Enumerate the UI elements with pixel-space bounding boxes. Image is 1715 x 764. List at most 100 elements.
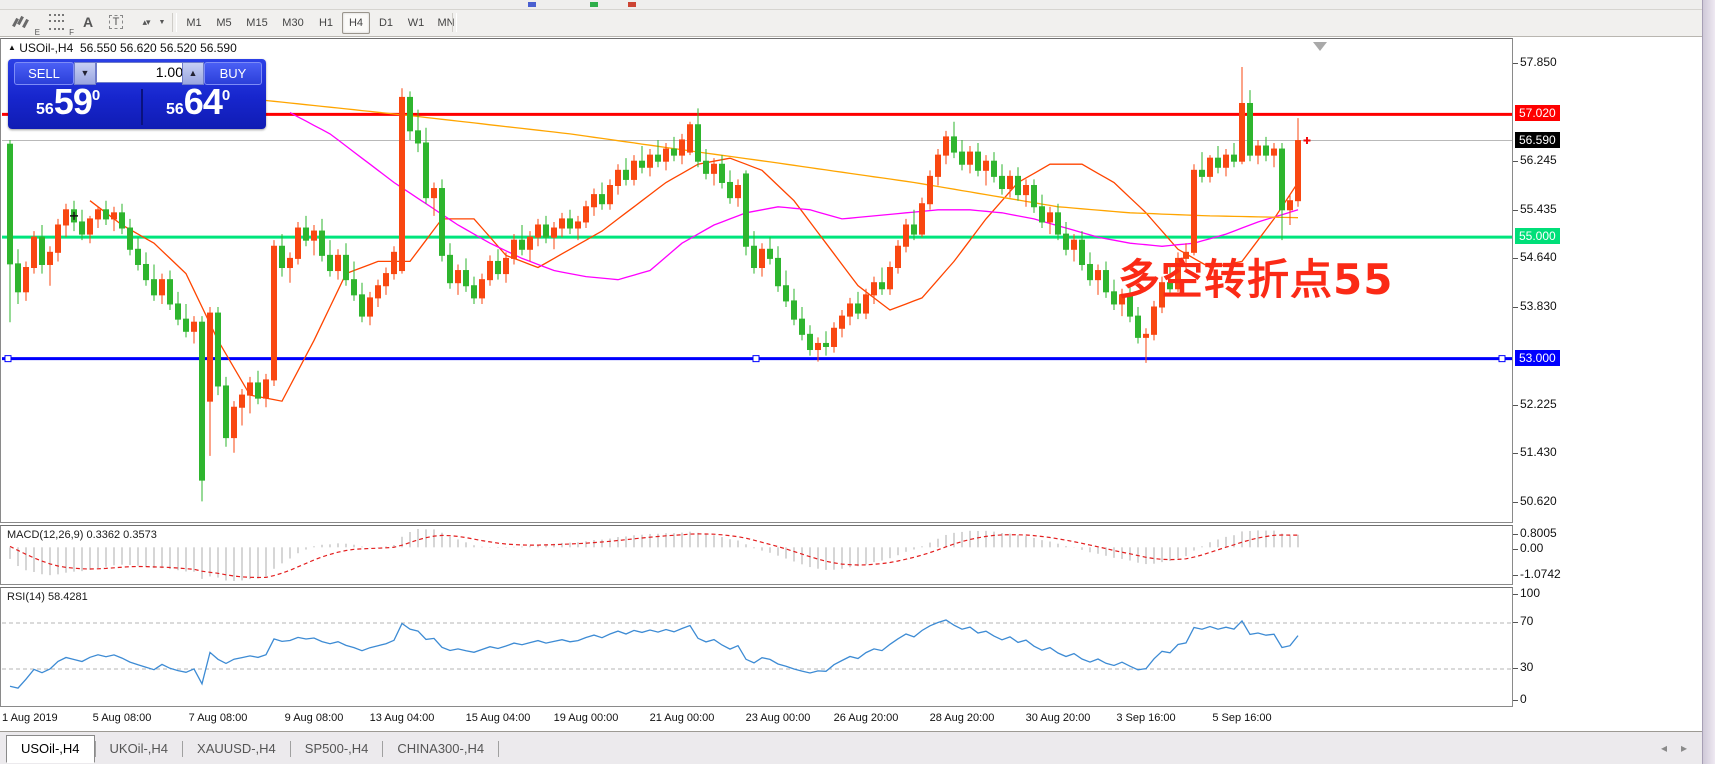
clipped-icon <box>590 2 598 7</box>
candle-body <box>335 254 341 272</box>
candle-body <box>679 139 685 156</box>
candle-body <box>711 163 717 174</box>
candle-body <box>1295 140 1301 202</box>
volume-input[interactable]: 1.00 <box>96 62 190 83</box>
sell-button[interactable]: SELL <box>14 62 74 85</box>
dropdown-caret-icon[interactable]: ▼ <box>158 18 166 26</box>
candle-body <box>991 160 997 177</box>
candle-body <box>935 154 941 177</box>
candle-body <box>815 342 821 351</box>
axis-price-label: 56.245 <box>1520 152 1557 167</box>
candle-body <box>927 175 933 205</box>
candle-body <box>215 312 221 387</box>
candle-body <box>959 151 965 165</box>
candle-body <box>119 212 125 229</box>
candle-body <box>143 263 149 281</box>
candle-body <box>127 227 133 250</box>
text-box-icon[interactable]: T <box>104 11 128 33</box>
timeframe-m5[interactable]: M5 <box>216 17 232 29</box>
bid-price[interactable]: 56590 <box>36 81 101 122</box>
tab-separator <box>498 740 500 757</box>
timeframe-mn[interactable]: MN <box>437 17 455 29</box>
candle-body <box>1015 175 1021 196</box>
tab-usoil-h4[interactable]: USOil-,H4 <box>6 735 95 763</box>
price-axis[interactable]: 57.850 56.245 55.435 54.640 53.830 52.225 51.4… <box>1513 38 1703 731</box>
candle-body <box>767 248 773 259</box>
ohlc-values: 56.550 56.620 56.520 56.590 <box>79 41 237 55</box>
candle-body <box>199 321 205 481</box>
rsi-indicator-pane[interactable]: RSI(14) 58.4281 <box>0 587 1513 707</box>
axis-price-label: 51.430 <box>1520 445 1557 459</box>
grid-icon[interactable]: F <box>44 11 74 37</box>
candle-body <box>1279 148 1285 211</box>
ask-price[interactable]: 56640 <box>166 81 231 122</box>
candle-body <box>863 294 869 314</box>
timeframe-h1[interactable]: H1 <box>318 17 334 29</box>
tabs-scroll-left-icon[interactable]: ◂ <box>1660 741 1667 755</box>
timeframe-m1[interactable]: M1 <box>186 17 202 29</box>
candle-body <box>1143 333 1149 338</box>
buy-button[interactable]: BUY <box>204 62 262 85</box>
timeframe-m30[interactable]: M30 <box>282 17 304 29</box>
timeframe-w1[interactable]: W1 <box>407 17 425 29</box>
tabs-scroll-right-icon[interactable]: ▸ <box>1680 741 1687 755</box>
candle-body <box>1191 169 1197 253</box>
price-chart-pane[interactable] <box>0 38 1513 523</box>
candle-body <box>447 254 453 284</box>
time-axis-label: 5 Sep 16:00 <box>1212 712 1272 724</box>
time-axis[interactable]: 1 Aug 2019 5 Aug 08:00 7 Aug 08:00 9 Aug 08… <box>0 707 1715 731</box>
tab-sp500-h4[interactable]: SP500-,H4 <box>304 741 369 756</box>
candle-body <box>1255 145 1261 156</box>
volume-up-button[interactable]: ▲ <box>182 62 204 85</box>
tab-ukoil-h4[interactable]: UKOil-,H4 <box>109 741 169 756</box>
cross-marker <box>70 211 78 220</box>
candle-body <box>983 160 989 171</box>
axis-tick <box>1513 307 1518 309</box>
chart-bars-icon[interactable]: E <box>8 11 40 37</box>
axis-tick <box>1513 258 1518 259</box>
candle-body <box>1231 154 1237 162</box>
axis-tick <box>1513 622 1518 623</box>
current-price-badge: 56.590 <box>1515 131 1560 148</box>
candle-body <box>103 209 109 220</box>
clipped-icon <box>528 2 536 7</box>
candle-body <box>999 175 1005 190</box>
last-close-marker <box>1303 137 1311 145</box>
candle-body <box>319 230 325 256</box>
tab-china300-h4[interactable]: CHINA300-,H4 <box>397 741 485 756</box>
timeframe-m15[interactable]: M15 <box>246 17 268 29</box>
text-a-icon[interactable]: A <box>82 14 94 30</box>
candle-body <box>407 96 413 132</box>
axis-tick <box>1513 209 1518 211</box>
candle-body <box>855 303 861 314</box>
timeframe-h4[interactable]: H4 <box>342 12 370 34</box>
axis-tick <box>1513 63 1518 64</box>
candle-body <box>1063 233 1069 250</box>
candle-body <box>487 260 493 281</box>
candle-body <box>87 218 93 235</box>
tab-separator <box>382 740 384 757</box>
macd-indicator-pane[interactable]: MACD(12,26,9) 0.3362 0.3573 <box>0 525 1513 585</box>
cursor-mode-icon[interactable]: ▴▾ <box>142 16 150 27</box>
rsi-axis-label: 30 <box>1520 660 1534 674</box>
chinese-annotation: 多空转折点55 <box>1118 255 1394 304</box>
candle-body <box>151 279 157 296</box>
candle-body <box>783 285 789 302</box>
timeframe-d1[interactable]: D1 <box>378 17 394 29</box>
tab-xauusd-h4[interactable]: XAUUSD-,H4 <box>197 741 276 756</box>
candle-body <box>943 136 949 156</box>
axis-price-label: 55.435 <box>1520 201 1557 216</box>
candle-body <box>463 270 469 287</box>
candle-body <box>1207 157 1213 177</box>
macd-axis-label: 0.8005 <box>1520 526 1557 540</box>
candle-body <box>439 188 445 256</box>
candle-body <box>455 270 461 284</box>
axis-tick <box>1513 160 1518 162</box>
candle-body <box>111 212 117 220</box>
time-axis-label: 26 Aug 20:00 <box>833 712 899 724</box>
volume-down-button[interactable]: ▼ <box>74 62 96 85</box>
candle-body <box>903 224 909 247</box>
rsi-axis-label: 100 <box>1520 586 1541 600</box>
candle-body <box>639 160 645 168</box>
candle-body <box>1047 212 1053 223</box>
